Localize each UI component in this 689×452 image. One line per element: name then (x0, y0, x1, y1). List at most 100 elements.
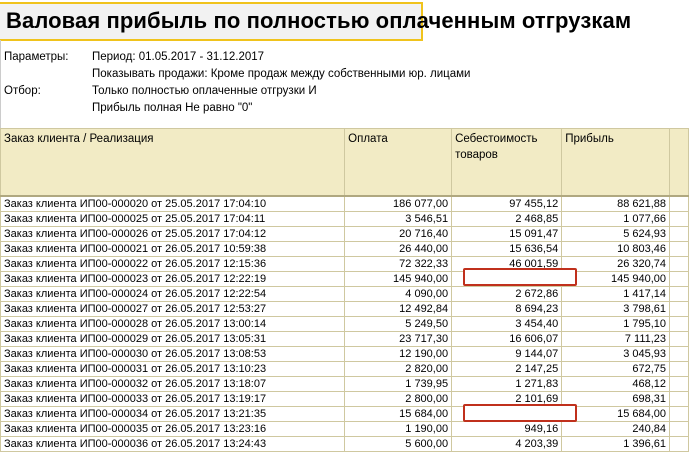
payment-cell[interactable]: 4 090,00 (344, 286, 453, 302)
table-row[interactable]: Заказ клиента ИП00-000029 от 26.05.2017 … (0, 331, 689, 347)
payment-cell[interactable]: 5 600,00 (344, 436, 453, 452)
payment-cell[interactable]: 23 717,30 (344, 331, 453, 347)
cost-cell[interactable]: 4 203,39 (451, 436, 563, 452)
payment-cell[interactable]: 3 546,51 (344, 211, 453, 227)
order-cell[interactable]: Заказ клиента ИП00-000035 от 26.05.2017 … (0, 421, 346, 437)
column-header-payment[interactable]: Оплата (344, 128, 453, 197)
column-header-order[interactable]: Заказ клиента / Реализация (0, 128, 346, 197)
table-row[interactable]: Заказ клиента ИП00-000031 от 26.05.2017 … (0, 361, 689, 377)
order-cell[interactable]: Заказ клиента ИП00-000026 от 25.05.2017 … (0, 226, 346, 242)
cost-cell[interactable]: 15 091,47 (451, 226, 563, 242)
table-row[interactable]: Заказ клиента ИП00-000030 от 26.05.2017 … (0, 346, 689, 362)
payment-cell[interactable]: 12 492,84 (344, 301, 453, 317)
order-cell[interactable]: Заказ клиента ИП00-000023 от 26.05.2017 … (0, 271, 346, 287)
cost-cell[interactable]: 16 606,07 (451, 331, 563, 347)
filter-condition-2: Прибыль полная Не равно "0" (92, 102, 253, 114)
table-row[interactable]: Заказ клиента ИП00-000021 от 26.05.2017 … (0, 241, 689, 257)
column-header-extra (669, 128, 689, 197)
payment-cell[interactable]: 2 800,00 (344, 391, 453, 407)
report-table: Заказ клиента / Реализация Оплата Себест… (0, 128, 689, 452)
order-cell[interactable]: Заказ клиента ИП00-000024 от 26.05.2017 … (0, 286, 346, 302)
cost-cell[interactable]: 2 468,85 (451, 211, 563, 227)
table-row[interactable]: Заказ клиента ИП00-000020 от 25.05.2017 … (0, 195, 689, 212)
extra-cell (669, 316, 689, 332)
cost-cell[interactable]: 97 455,12 (451, 195, 563, 212)
payment-cell[interactable]: 12 190,00 (344, 346, 453, 362)
extra-cell (669, 256, 689, 272)
table-row[interactable]: Заказ клиента ИП00-000028 от 26.05.2017 … (0, 316, 689, 332)
order-cell[interactable]: Заказ клиента ИП00-000020 от 25.05.2017 … (0, 195, 346, 212)
profit-cell[interactable]: 3 045,93 (561, 346, 671, 362)
extra-cell (669, 406, 689, 422)
extra-cell (669, 226, 689, 242)
profit-cell[interactable]: 7 111,23 (561, 331, 671, 347)
table-row[interactable]: Заказ клиента ИП00-000025 от 25.05.2017 … (0, 211, 689, 227)
extra-cell (669, 436, 689, 452)
highlight-box-empty-cost (463, 404, 577, 422)
table-row[interactable]: Заказ клиента ИП00-000022 от 26.05.2017 … (0, 256, 689, 272)
profit-cell[interactable]: 3 798,61 (561, 301, 671, 317)
filter-condition-1: Только полностью оплаченные отгрузки И (92, 85, 317, 97)
order-cell[interactable]: Заказ клиента ИП00-000030 от 26.05.2017 … (0, 346, 346, 362)
profit-cell[interactable]: 1 417,14 (561, 286, 671, 302)
profit-cell[interactable]: 672,75 (561, 361, 671, 377)
order-cell[interactable]: Заказ клиента ИП00-000021 от 26.05.2017 … (0, 241, 346, 257)
cost-cell[interactable]: 15 636,54 (451, 241, 563, 257)
cost-cell[interactable]: 2 147,25 (451, 361, 563, 377)
table-row[interactable]: Заказ клиента ИП00-000033 от 26.05.2017 … (0, 391, 689, 407)
payment-cell[interactable]: 1 190,00 (344, 421, 453, 437)
column-header-profit[interactable]: Прибыль (561, 128, 671, 197)
payment-cell[interactable]: 1 739,95 (344, 376, 453, 392)
table-row[interactable]: Заказ клиента ИП00-000024 от 26.05.2017 … (0, 286, 689, 302)
cost-cell[interactable]: 8 694,23 (451, 301, 563, 317)
cost-cell[interactable]: 1 271,83 (451, 376, 563, 392)
profit-cell[interactable]: 5 624,93 (561, 226, 671, 242)
payment-cell[interactable]: 20 716,40 (344, 226, 453, 242)
payment-cell[interactable]: 186 077,00 (344, 195, 453, 212)
payment-cell[interactable]: 15 684,00 (344, 406, 453, 422)
order-cell[interactable]: Заказ клиента ИП00-000022 от 26.05.2017 … (0, 256, 346, 272)
profit-cell[interactable]: 1 077,66 (561, 211, 671, 227)
profit-cell[interactable]: 1 396,61 (561, 436, 671, 452)
profit-cell[interactable]: 240,84 (561, 421, 671, 437)
cost-cell[interactable]: 9 144,07 (451, 346, 563, 362)
payment-cell[interactable]: 72 322,33 (344, 256, 453, 272)
order-cell[interactable]: Заказ клиента ИП00-000036 от 26.05.2017 … (0, 436, 346, 452)
payment-cell[interactable]: 2 820,00 (344, 361, 453, 377)
payment-cell[interactable]: 26 440,00 (344, 241, 453, 257)
table-row[interactable]: Заказ клиента ИП00-000027 от 26.05.2017 … (0, 301, 689, 317)
table-header: Заказ клиента / Реализация Оплата Себест… (0, 128, 689, 197)
order-cell[interactable]: Заказ клиента ИП00-000029 от 26.05.2017 … (0, 331, 346, 347)
profit-cell[interactable]: 15 684,00 (561, 406, 671, 422)
payment-cell[interactable]: 5 249,50 (344, 316, 453, 332)
period-param: Период: 01.05.2017 - 31.12.2017 (92, 51, 265, 63)
table-row[interactable]: Заказ клиента ИП00-000034 от 26.05.2017 … (0, 406, 689, 422)
column-header-cost[interactable]: Себестоимость товаров (451, 128, 563, 197)
cost-cell[interactable]: 2 672,86 (451, 286, 563, 302)
profit-cell[interactable]: 468,12 (561, 376, 671, 392)
extra-cell (669, 331, 689, 347)
order-cell[interactable]: Заказ клиента ИП00-000031 от 26.05.2017 … (0, 361, 346, 377)
profit-cell[interactable]: 145 940,00 (561, 271, 671, 287)
table-row[interactable]: Заказ клиента ИП00-000026 от 25.05.2017 … (0, 226, 689, 242)
order-cell[interactable]: Заказ клиента ИП00-000027 от 26.05.2017 … (0, 301, 346, 317)
order-cell[interactable]: Заказ клиента ИП00-000025 от 25.05.2017 … (0, 211, 346, 227)
table-row[interactable]: Заказ клиента ИП00-000023 от 26.05.2017 … (0, 271, 689, 287)
order-cell[interactable]: Заказ клиента ИП00-000028 от 26.05.2017 … (0, 316, 346, 332)
profit-cell[interactable]: 26 320,74 (561, 256, 671, 272)
report-title-box[interactable] (0, 2, 423, 41)
cost-cell[interactable]: 949,16 (451, 421, 563, 437)
profit-cell[interactable]: 88 621,88 (561, 195, 671, 212)
profit-cell[interactable]: 1 795,10 (561, 316, 671, 332)
order-cell[interactable]: Заказ клиента ИП00-000034 от 26.05.2017 … (0, 406, 346, 422)
order-cell[interactable]: Заказ клиента ИП00-000032 от 26.05.2017 … (0, 376, 346, 392)
table-row[interactable]: Заказ клиента ИП00-000035 от 26.05.2017 … (0, 421, 689, 437)
table-row[interactable]: Заказ клиента ИП00-000036 от 26.05.2017 … (0, 436, 689, 452)
cost-cell[interactable]: 3 454,40 (451, 316, 563, 332)
table-row[interactable]: Заказ клиента ИП00-000032 от 26.05.2017 … (0, 376, 689, 392)
payment-cell[interactable]: 145 940,00 (344, 271, 453, 287)
order-cell[interactable]: Заказ клиента ИП00-000033 от 26.05.2017 … (0, 391, 346, 407)
profit-cell[interactable]: 10 803,46 (561, 241, 671, 257)
extra-cell (669, 376, 689, 392)
profit-cell[interactable]: 698,31 (561, 391, 671, 407)
